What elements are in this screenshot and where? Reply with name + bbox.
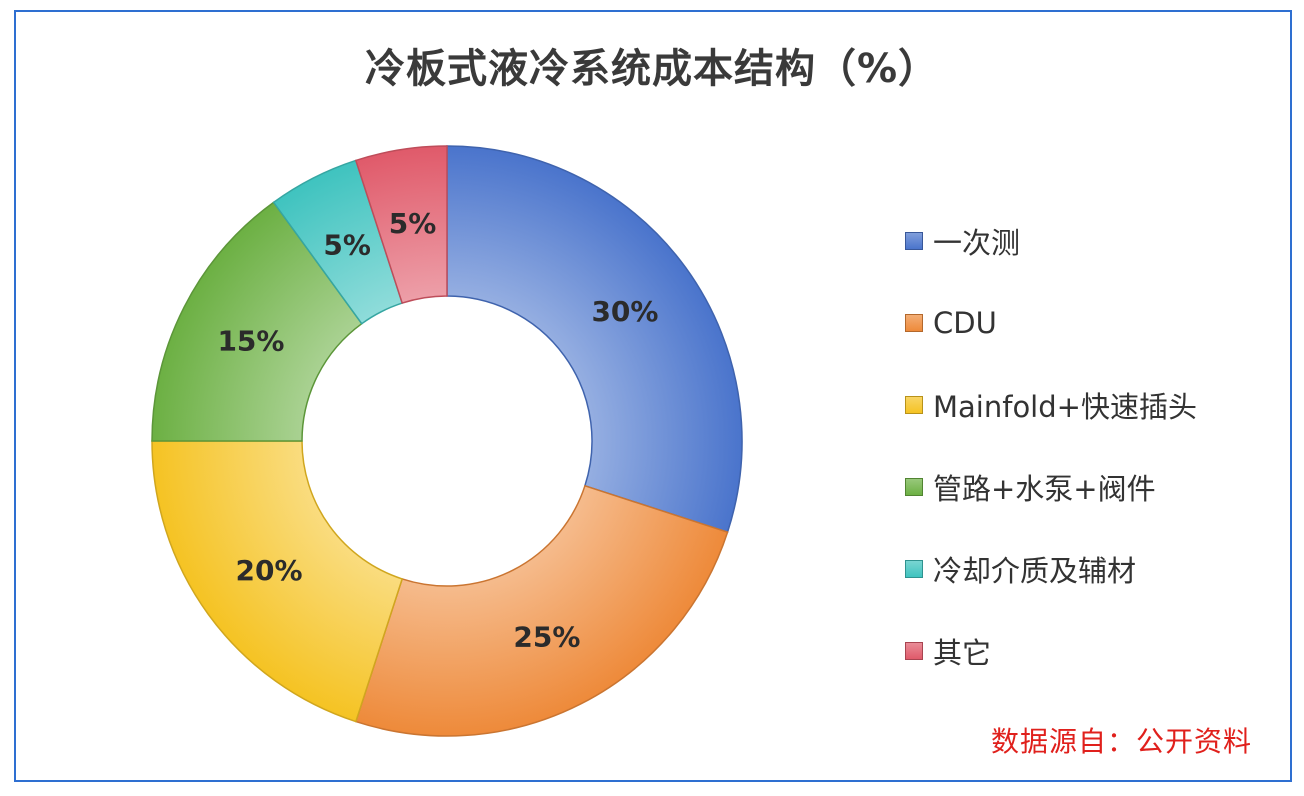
legend-item: Mainfold+快速插头 — [905, 364, 1265, 446]
legend-item: CDU — [905, 282, 1265, 364]
legend-swatch — [905, 642, 923, 660]
legend-label: 冷却介质及辅材 — [933, 554, 1137, 588]
legend-item: 管路+水泵+阀件 — [905, 446, 1265, 528]
legend-swatch — [905, 232, 923, 250]
legend-swatch — [905, 314, 923, 332]
legend-item: 冷却介质及辅材 — [905, 528, 1265, 610]
donut-slice — [151, 201, 363, 442]
legend-swatch — [905, 560, 923, 578]
legend-label: 管路+水泵+阀件 — [933, 472, 1156, 506]
donut-slice — [354, 484, 729, 737]
legend-item: 一次测 — [905, 200, 1265, 282]
data-label: 5% — [323, 228, 371, 261]
chart-title: 冷板式液冷系统成本结构（%） — [364, 46, 940, 92]
legend-label: 其它 — [933, 636, 992, 670]
legend-label: Mainfold+快速插头 — [933, 390, 1197, 424]
donut-slice — [151, 440, 404, 723]
legend-swatch — [905, 396, 923, 414]
data-label: 15% — [217, 325, 284, 358]
donut-slice — [354, 145, 448, 305]
legend-label: 一次测 — [933, 226, 1021, 260]
legend: 一次测 CDU Mainfold+快速插头 管路+水泵+阀件 冷却介质及辅材 其… — [905, 200, 1265, 692]
data-label: 30% — [591, 295, 658, 328]
data-label: 5% — [389, 207, 437, 240]
legend-item: 其它 — [905, 610, 1265, 692]
data-label: 25% — [513, 621, 580, 654]
legend-swatch — [905, 478, 923, 496]
source-note: 数据源自：公开资料 — [990, 725, 1252, 758]
legend-label: CDU — [933, 306, 997, 340]
donut-slice — [446, 145, 743, 534]
data-label: 20% — [236, 554, 303, 587]
